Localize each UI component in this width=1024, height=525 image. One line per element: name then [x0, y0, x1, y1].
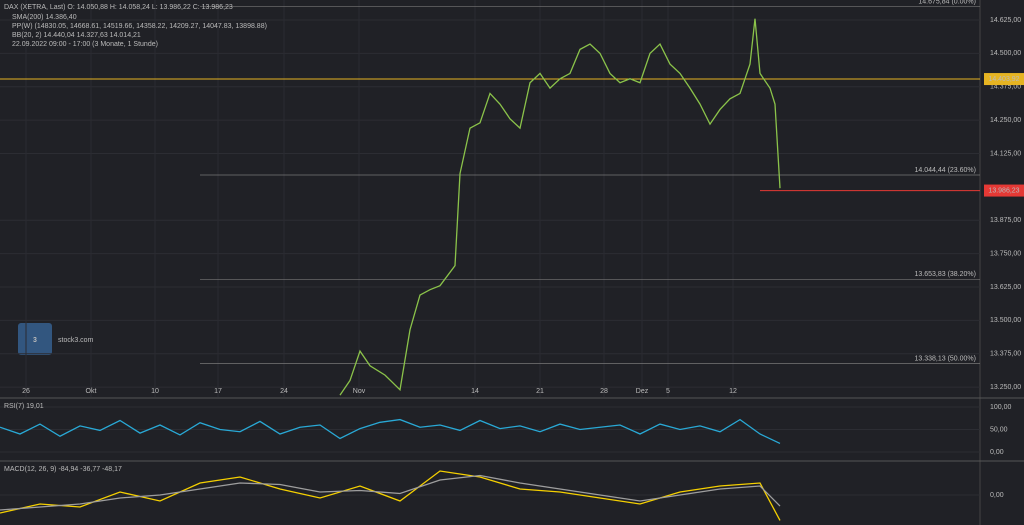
x-tick-label: Okt: [86, 388, 97, 395]
y-tick-label: 13.625,00: [990, 284, 1021, 291]
x-tick-label: Dez: [636, 388, 649, 395]
y-tick-label: 13.750,00: [990, 250, 1021, 257]
legend-text: BB(20, 2) 14.440,04 14.327,63 14.014,21: [12, 32, 141, 39]
x-tick-label: 21: [536, 388, 544, 395]
price-tag: [984, 73, 1024, 86]
level-label: 14.675,84 (0.00%): [918, 0, 976, 5]
x-tick-label: 24: [280, 388, 288, 395]
price-tag: [984, 184, 1024, 197]
y-tick-label: 100,00: [990, 404, 1012, 411]
y-tick-label: 14.375,00: [990, 84, 1021, 91]
x-tick-label: Nov: [353, 388, 366, 395]
x-tick-label: 5: [666, 388, 670, 395]
logo-text: stock3.com: [58, 337, 94, 344]
panel-title: RSI(7) 19,01: [4, 403, 44, 410]
series-line: [0, 474, 781, 511]
price-tag-label: 14.403,92: [988, 76, 1019, 83]
logo-icon: 3: [33, 337, 37, 344]
legend-text: PP(W) (14830.05, 14668.61, 14519.66, 143…: [12, 23, 267, 30]
x-tick-label: 12: [729, 388, 737, 395]
x-tick-label: 14: [471, 388, 479, 395]
level-label: 13.338,13 (50.00%): [915, 355, 977, 362]
y-tick-label: 13.500,00: [990, 317, 1021, 324]
legend-text: SMA(200) 14.386,40: [12, 14, 77, 21]
panel-title: DAX (XETRA, Last) O: 14.050,88 H: 14.058…: [4, 4, 233, 11]
y-tick-label: 0,00: [990, 492, 1004, 499]
y-tick-label: 13.875,00: [990, 217, 1021, 224]
level-label: 14.044,44 (23.60%): [915, 167, 977, 174]
level-label: 13.653,83 (38.20%): [915, 271, 977, 278]
x-tick-label: 28: [600, 388, 608, 395]
y-tick-label: 14.250,00: [990, 117, 1021, 124]
panel-title: MACD(12, 26, 9) -84,94 -36,77 -48,17: [4, 466, 122, 473]
price-tag-label: 13.986,23: [988, 187, 1019, 194]
x-tick-label: 17: [214, 388, 222, 395]
x-tick-label: 10: [151, 388, 159, 395]
series-line: [339, 18, 781, 396]
y-tick-label: 13.375,00: [990, 351, 1021, 358]
y-tick-label: 14.500,00: [990, 50, 1021, 57]
legend-text: 22.09.2022 09:00 - 17:00 (3 Monate, 1 St…: [12, 41, 158, 48]
y-tick-label: 14.125,00: [990, 150, 1021, 157]
x-tick-label: 26: [22, 388, 30, 395]
y-tick-label: 14.625,00: [990, 17, 1021, 24]
y-tick-label: 0,00: [990, 449, 1004, 456]
series-line: [0, 470, 781, 521]
y-tick-label: 50,00: [990, 426, 1008, 433]
y-tick-label: 13.250,00: [990, 384, 1021, 391]
series-line: [0, 418, 781, 445]
